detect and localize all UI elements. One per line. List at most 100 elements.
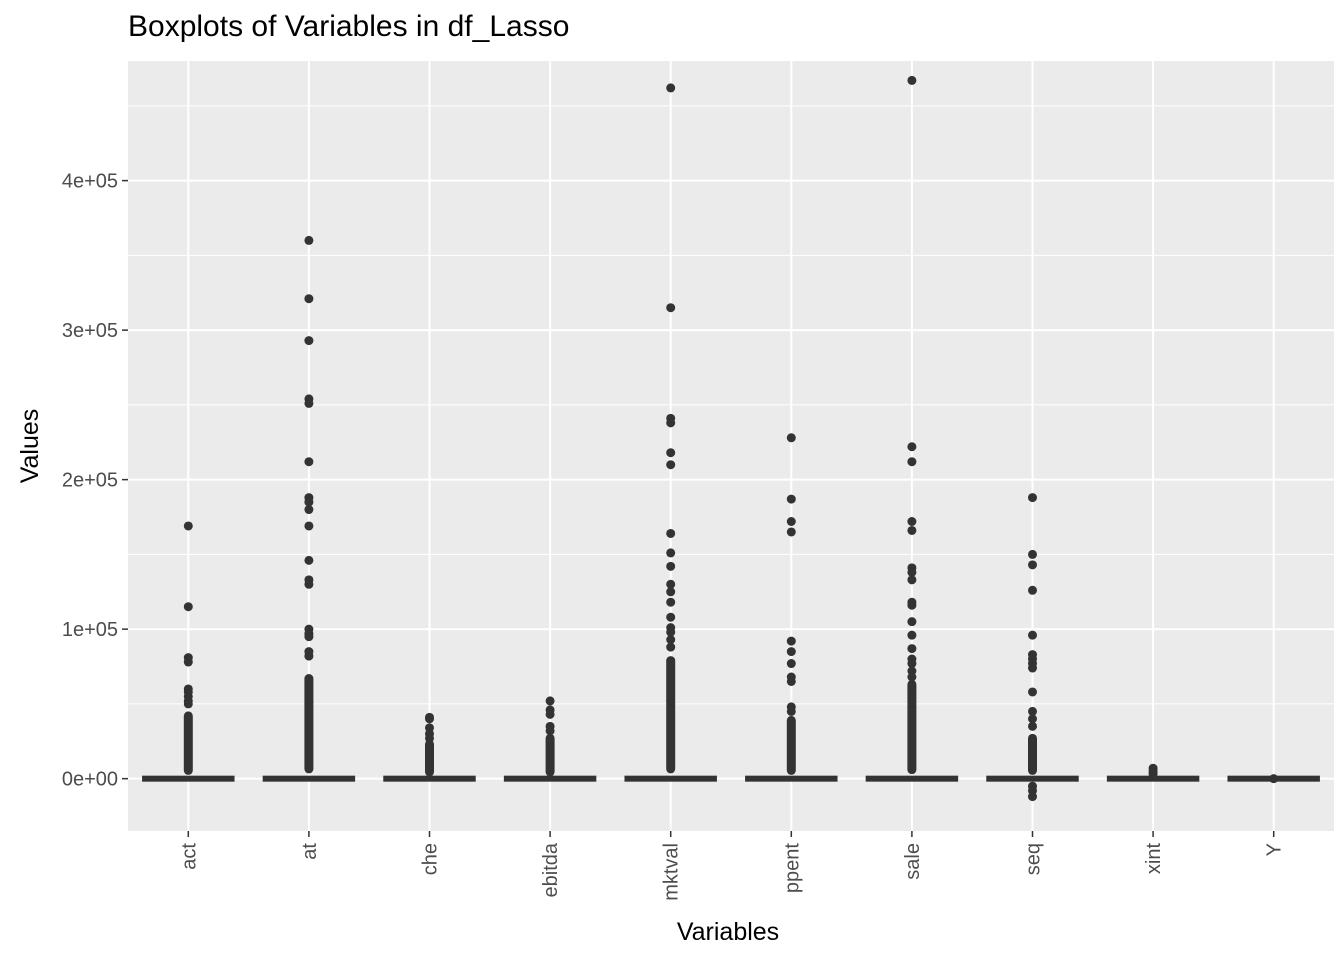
outlier-point	[1028, 721, 1037, 731]
outlier-point	[425, 714, 434, 724]
x-tick-label: act	[178, 843, 200, 870]
x-tick-label: Y	[1264, 843, 1286, 856]
box-Y	[1227, 774, 1320, 784]
box-xint	[1106, 763, 1200, 782]
outlier-point	[666, 612, 676, 622]
outlier-cluster	[304, 674, 314, 774]
outlier-point	[1028, 585, 1037, 595]
plot-panel	[128, 61, 1334, 831]
outlier-point	[786, 647, 796, 657]
outlier-point	[1028, 687, 1037, 697]
outlier-point	[907, 567, 917, 577]
x-tick-label: at	[299, 843, 321, 860]
box-che	[383, 712, 476, 782]
outlier-point	[666, 418, 676, 428]
outlier-point	[907, 525, 917, 535]
outlier-point	[666, 548, 676, 558]
outlier-point	[786, 494, 796, 504]
outlier-point	[666, 448, 676, 458]
y-tick-label: 1e+05	[62, 619, 118, 641]
x-tick-label: che	[420, 843, 442, 875]
outlier-point	[666, 83, 676, 93]
x-tick-label: ebitda	[540, 842, 562, 897]
outlier-cluster	[425, 739, 434, 777]
outlier-point	[666, 460, 676, 470]
outlier-point	[786, 517, 796, 527]
outlier-point	[304, 398, 314, 408]
outlier-point	[425, 733, 434, 743]
outlier-point	[1028, 792, 1037, 802]
outlier-point	[907, 575, 917, 585]
outlier-point	[183, 521, 193, 531]
box-series	[142, 75, 1320, 802]
outlier-point	[304, 457, 314, 467]
x-tick-label: seq	[1023, 843, 1045, 875]
x-axis: act at che ebitda mktval ppent sale seq xint Y	[178, 831, 1286, 901]
x-tick-label: ppent	[781, 843, 803, 893]
outlier-point	[304, 521, 314, 531]
outlier-point	[183, 657, 193, 667]
outlier-point	[786, 706, 796, 716]
outlier-point	[304, 235, 314, 245]
outlier-point	[545, 726, 555, 736]
outlier-point	[666, 561, 676, 571]
outlier-cluster	[666, 656, 676, 774]
outlier-point	[907, 644, 917, 654]
x-tick-label: mktval	[661, 843, 683, 901]
outlier-point	[666, 597, 676, 607]
outlier-point	[666, 627, 676, 637]
outlier-point	[786, 527, 796, 537]
x-tick-label: sale	[902, 843, 924, 880]
outlier-point	[1028, 560, 1037, 570]
box-ppent	[745, 433, 838, 782]
outlier-point	[907, 672, 917, 682]
outlier-point	[666, 528, 676, 538]
box-at	[262, 235, 356, 782]
outlier-point	[907, 659, 917, 669]
outlier-point	[1028, 493, 1037, 503]
chart-title: Boxplots of Variables in df_Lasso	[128, 10, 570, 43]
outlier-point	[666, 635, 676, 645]
x-axis-title: Variables	[677, 918, 779, 946]
outlier-point	[907, 617, 917, 627]
outlier-point	[907, 75, 917, 85]
outlier-point	[1028, 549, 1037, 559]
outlier-point	[304, 632, 314, 642]
y-tick-label: 2e+05	[62, 470, 118, 492]
outlier-point	[786, 433, 796, 443]
outlier-cluster	[907, 679, 917, 775]
x-tick-label: xint	[1143, 843, 1165, 875]
outlier-point	[666, 587, 676, 597]
outlier-point	[786, 676, 796, 686]
outlier-point	[304, 555, 314, 565]
outlier-point	[666, 303, 676, 313]
box-mktval	[624, 83, 717, 782]
outlier-cluster	[183, 711, 193, 775]
outlier-point	[304, 497, 314, 507]
outlier-point	[304, 336, 314, 346]
outlier-point	[907, 630, 917, 640]
y-axis: 0e+00 1e+05 2e+05 3e+05 4e+05	[62, 171, 128, 791]
outlier-point	[1028, 663, 1037, 673]
outlier-point	[304, 651, 314, 661]
y-axis-title: Values	[16, 409, 44, 484]
outlier-point	[666, 579, 676, 589]
outlier-point	[1028, 706, 1037, 716]
outlier-cluster	[545, 733, 555, 777]
outlier-point	[907, 442, 917, 452]
outlier-point	[545, 709, 555, 719]
outlier-cluster	[1028, 733, 1037, 775]
y-tick-label: 0e+00	[62, 769, 118, 791]
outlier-point	[907, 457, 917, 467]
outlier-point	[1028, 714, 1037, 724]
outlier-point	[786, 659, 796, 669]
outlier-point	[304, 505, 314, 515]
outlier-point	[666, 642, 676, 652]
outlier-point	[183, 602, 193, 612]
outlier-point	[304, 294, 314, 304]
box-ebitda	[503, 696, 597, 782]
outlier-point	[1028, 630, 1037, 640]
outlier-point	[907, 600, 917, 610]
outlier-point	[786, 636, 796, 646]
